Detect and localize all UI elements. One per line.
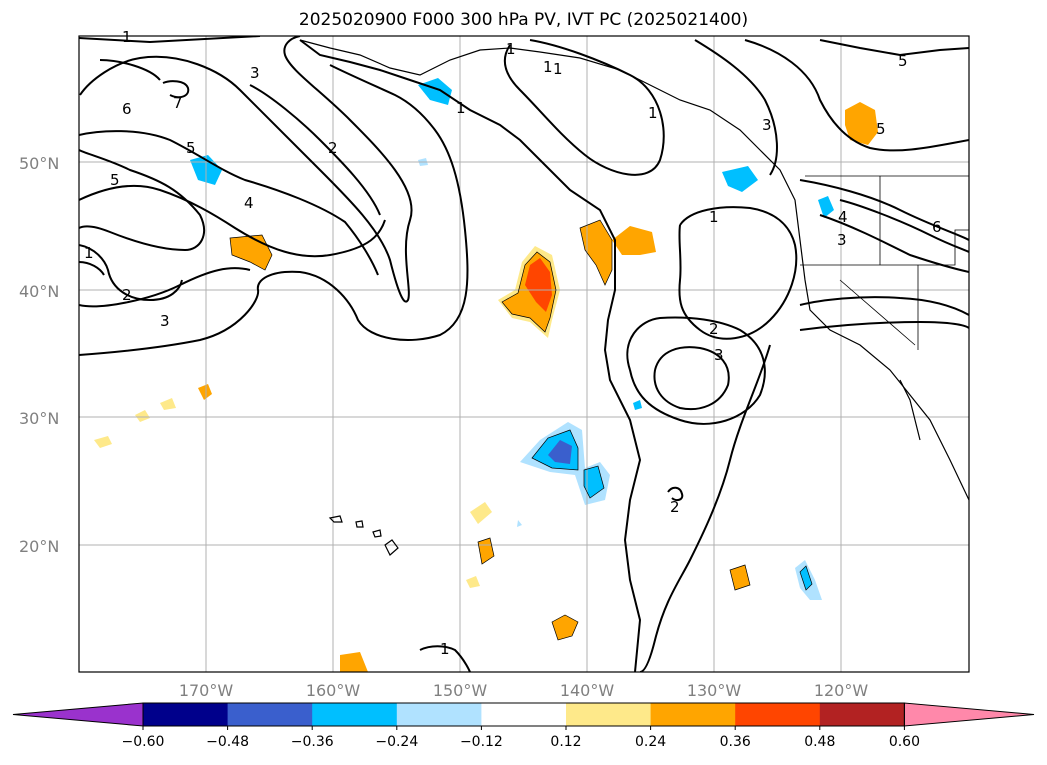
map-title: 2025020900 F000 300 hPa PV, IVT PC (2025… [298,10,749,30]
colorbar-tick-label: −0.36 [291,734,334,750]
contour-label: 3 [714,346,724,364]
lat-label: 50°N [19,154,59,173]
contour-label: 4 [838,208,848,226]
lon-label: 160°W [306,681,361,700]
contour-label: 1 [84,244,94,262]
map-border [78,35,970,673]
contour-label: 7 [173,94,183,112]
contour-label: 1 [709,208,719,226]
colorbar-segment [650,703,736,726]
colorbar-tick-label: 0.24 [635,734,666,750]
longitude-labels: 170°W 160°W 150°W 140°W 130°W 120°W [179,681,869,700]
contour-label: 5 [876,120,886,138]
contour-label: 3 [762,116,772,134]
colorbar-segment [227,703,313,726]
contour-label: 1 [440,640,450,658]
coastlines [299,39,969,556]
contour-label: 2 [328,139,338,157]
lon-label: 130°W [687,681,742,700]
lat-label: 30°N [19,409,59,428]
lat-label: 20°N [19,537,59,556]
colorbar-segment [143,703,229,726]
contour-label: 6 [932,218,942,236]
contour-label: 1 [122,28,132,46]
contour-label: 3 [160,312,170,330]
colorbar-extend-high [903,702,1035,727]
colorbar-tick-label: 0.48 [804,734,835,750]
contour-label: 1 [456,99,466,117]
contour-label: 3 [837,231,847,249]
colorbar-segment [481,703,567,726]
contour-label: 2 [122,286,132,304]
contour-label: 6 [122,100,132,118]
colorbar-segment [735,703,821,726]
contour-label: 3 [250,64,260,82]
colorbar-extend-low [12,702,144,727]
latitude-labels: 50°N 40°N 30°N 20°N [19,154,59,556]
colorbar-segment [396,703,482,726]
colorbar-tick-label: −0.24 [375,734,418,750]
contour-label: 5 [110,171,120,189]
contour-label: 2 [670,498,680,516]
contour-label: 5 [186,139,196,157]
colorbar-tick-label: 0.60 [889,734,920,750]
colorbar-tick-label: −0.60 [122,734,165,750]
contour-label: 1 [506,40,516,58]
contour-label: 2 [709,320,719,338]
colorbar-tick-label: −0.48 [206,734,249,750]
contour-label: 1 [648,104,658,122]
colorbar-tick-label: −0.12 [460,734,503,750]
lon-label: 120°W [814,681,869,700]
contour-label: 4 [244,194,254,212]
lon-label: 150°W [433,681,488,700]
contour-label: 1 [543,58,553,76]
map-area [79,36,969,672]
lon-label: 170°W [179,681,234,700]
colorbar-tick-label: 0.36 [720,734,751,750]
colorbar: −0.60 −0.48 −0.36 −0.24 −0.12 0.12 0.24 0.36 0.4… [12,702,1035,750]
lon-label: 140°W [560,681,615,700]
lat-label: 40°N [19,282,59,301]
colorbar-segment [819,703,905,726]
colorbar-border [142,702,905,727]
contour-label: 1 [553,60,563,78]
colorbar-segment [312,703,398,726]
contour-label: 5 [898,52,908,70]
colorbar-segment [566,703,652,726]
colorbar-tick-label: 0.12 [550,734,581,750]
pv-contours [79,36,969,672]
borders [800,175,969,350]
contour-labels: 1 1 1 1 1 1 1 2 2 2 2 3 3 3 3 4 4 5 5 5 … [84,28,942,658]
ivt-contour-outlines [229,219,813,641]
